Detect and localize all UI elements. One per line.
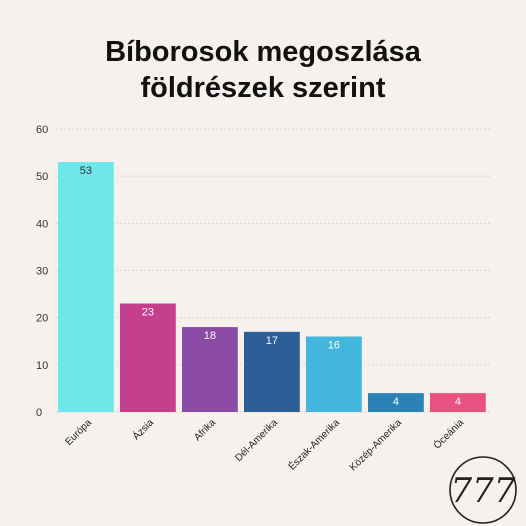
bar-value-label: 16 <box>328 340 340 352</box>
bar <box>182 327 238 412</box>
bar <box>430 393 486 412</box>
category-label: Észak-Amerika <box>285 416 342 473</box>
bar <box>244 331 300 412</box>
y-tick-label: 60 <box>36 124 48 136</box>
category-label: Európa <box>63 417 94 448</box>
bar <box>58 162 114 412</box>
bar <box>368 393 424 412</box>
bar-value-label: 23 <box>142 307 154 319</box>
category-label: Ázsia <box>130 416 157 443</box>
y-tick-label: 20 <box>36 313 48 325</box>
title-line-1: Bíborosok megoszlása <box>105 36 421 68</box>
bar-value-label: 4 <box>455 396 461 408</box>
bar-value-label: 4 <box>393 396 399 408</box>
chart-title: Bíborosok megoszlása földrészek szerint <box>0 34 526 106</box>
bar <box>120 303 176 412</box>
title-line-2: földrészek szerint <box>140 72 386 104</box>
y-tick-label: 50 <box>36 171 48 183</box>
y-tick-label: 10 <box>36 360 48 372</box>
bar-value-label: 18 <box>204 330 216 342</box>
category-label: Óceánia <box>430 416 466 452</box>
y-tick-label: 30 <box>36 266 48 278</box>
y-tick-label: 40 <box>36 218 48 230</box>
bar <box>306 336 362 412</box>
y-tick-label: 0 <box>36 407 42 419</box>
category-label: Közép-Amerika <box>348 417 404 473</box>
bar-value-label: 17 <box>266 335 278 347</box>
logo-text: 777 <box>451 471 516 511</box>
category-label: Dél-Amerika <box>233 417 280 464</box>
logo-777: 777 <box>449 456 517 524</box>
category-label: Afrika <box>192 417 218 443</box>
bar-value-label: 53 <box>80 165 92 177</box>
